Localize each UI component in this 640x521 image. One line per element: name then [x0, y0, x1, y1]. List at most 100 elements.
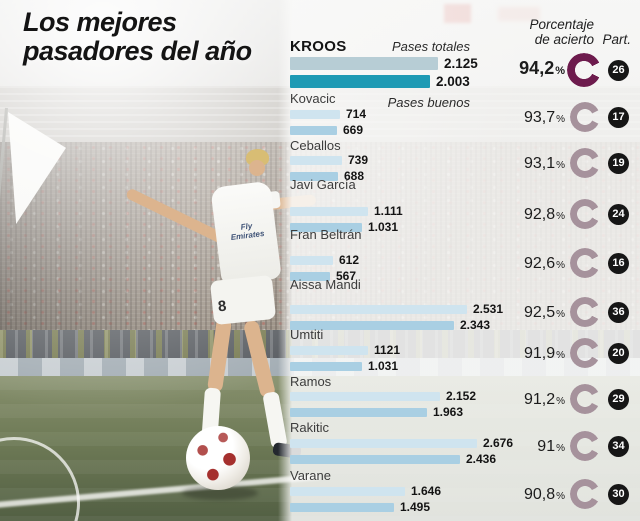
good-passes-bar	[290, 222, 362, 232]
total-passes-line: 612	[290, 253, 359, 267]
total-passes-line: 2.531	[290, 302, 503, 316]
player-name: Ramos	[290, 374, 332, 389]
passers-chart: Porcentaje de acierto Part. Pases totale…	[287, 0, 640, 521]
accuracy-percent: 91%	[537, 438, 565, 455]
player-row-3: Ceballos 739 688 93,1% 19	[287, 0, 640, 521]
total-passes-line: 2.125	[290, 56, 478, 71]
pass-bars: 739 688	[290, 153, 368, 185]
accuracy-percent: 92,8%	[523, 206, 565, 223]
total-passes-value: 2.152	[446, 389, 477, 403]
total-passes-line: 1.111	[290, 204, 403, 218]
player-row-1: KROOS 2.125 2.003 94,2% 26	[287, 0, 640, 521]
good-passes-value: 567	[336, 269, 357, 283]
good-passes-line: 567	[290, 269, 359, 283]
matches-badge: 17	[608, 106, 629, 128]
total-passes-bar	[290, 155, 342, 165]
total-passes-line: 2.152	[290, 389, 476, 403]
good-passes-bar	[290, 454, 460, 464]
page-title: Los mejores pasadores del año	[23, 8, 252, 66]
pass-bars: 612 567	[290, 253, 359, 285]
accuracy-ring	[570, 431, 600, 461]
matches-badge: 24	[608, 203, 629, 225]
total-passes-bar	[290, 109, 340, 119]
good-passes-line: 2.003	[290, 74, 478, 89]
good-passes-value: 1.031	[368, 359, 399, 373]
player-name: Rakitic	[290, 420, 330, 435]
accuracy-percent: 91,2%	[523, 391, 565, 408]
pass-bars: 2.531 2.343	[290, 302, 503, 334]
good-passes-value: 2.003	[436, 74, 470, 89]
matches-badge: 34	[608, 435, 629, 457]
player-row-4: Javi García 1.111 1.031 92,8% 24	[287, 0, 640, 521]
accuracy-ring	[570, 148, 600, 178]
accuracy-ring	[570, 479, 600, 509]
player-name: Ceballos	[290, 138, 341, 153]
accuracy-percent: 93,7%	[523, 109, 565, 126]
total-passes-line: 1.646	[290, 484, 441, 498]
good-passes-line: 1.031	[290, 220, 403, 234]
total-passes-value: 1121	[374, 343, 401, 357]
good-passes-value: 1.031	[368, 220, 399, 234]
pass-bars: 1.111 1.031	[290, 204, 403, 236]
good-passes-line: 1.963	[290, 405, 476, 419]
accuracy-ring	[570, 102, 600, 132]
player-row-2: Kovacic 714 669 93,7% 17	[287, 0, 640, 521]
total-passes-value: 739	[348, 153, 369, 167]
good-passes-value: 1.495	[400, 500, 431, 514]
accuracy-percent: 92,6%	[523, 255, 565, 272]
total-passes-value: 714	[346, 107, 367, 121]
total-passes-bar	[290, 206, 368, 216]
good-passes-value: 2.343	[460, 318, 491, 332]
player-name: Aissa Mandi	[290, 277, 361, 292]
total-passes-value: 2.125	[444, 56, 478, 71]
matches-badge: 20	[608, 342, 629, 364]
matches-badge: 19	[608, 152, 629, 174]
accuracy-ring	[570, 338, 600, 368]
total-passes-value: 1.111	[374, 204, 403, 218]
good-passes-line: 1.031	[290, 359, 400, 373]
total-passes-line: 1121	[290, 343, 400, 357]
accuracy-percent: 92,5%	[523, 304, 565, 321]
matches-column-header: Part.	[602, 32, 631, 47]
matches-badge: 26	[608, 59, 629, 81]
good-passes-bar	[290, 320, 454, 330]
player-row-5: Fran Beltrán 612 567 92,6% 16	[287, 0, 640, 521]
total-passes-legend: Pases totales	[391, 39, 470, 54]
good-passes-line: 2.436	[290, 452, 513, 466]
accuracy-ring	[570, 297, 600, 327]
player-row-10: Varane 1.646 1.495 90,8% 30	[287, 0, 640, 521]
player-leg-right	[242, 319, 277, 399]
pass-bars: 1121 1.031	[290, 343, 400, 375]
matches-badge: 30	[608, 483, 629, 505]
accuracy-percent: 93,1%	[523, 155, 565, 172]
good-passes-bar	[290, 171, 338, 181]
good-passes-legend: Pases buenos	[387, 95, 470, 110]
good-passes-line: 1.495	[290, 500, 441, 514]
good-passes-value: 1.963	[433, 405, 464, 419]
player-row-6: Aissa Mandi 2.531 2.343 92,5% 36	[287, 0, 640, 521]
accuracy-column-header: Porcentaje de acierto	[529, 17, 594, 47]
accuracy-ring	[567, 53, 601, 87]
title-line-1: Los mejores	[23, 7, 177, 37]
total-passes-value: 2.676	[483, 436, 514, 450]
good-passes-bar	[290, 75, 430, 88]
pass-bars: 2.125 2.003	[290, 56, 478, 92]
good-passes-line: 2.343	[290, 318, 503, 332]
total-passes-line: 2.676	[290, 436, 513, 450]
player-name: Varane	[290, 468, 331, 483]
good-passes-value: 669	[343, 123, 364, 137]
good-passes-bar	[290, 407, 427, 417]
total-passes-value: 1.646	[411, 484, 442, 498]
good-passes-line: 688	[290, 169, 368, 183]
total-passes-bar	[290, 57, 438, 70]
player-name: Javi García	[290, 177, 356, 192]
good-passes-value: 2.436	[466, 452, 497, 466]
player-name: Kovacic	[290, 91, 336, 106]
player-row-9: Rakitic 2.676 2.436 91% 34	[287, 0, 640, 521]
total-passes-value: 2.531	[473, 302, 504, 316]
football	[186, 426, 250, 490]
good-passes-value: 688	[344, 169, 365, 183]
player-leg-left	[206, 317, 233, 393]
accuracy-percent: 90,8%	[523, 486, 565, 503]
